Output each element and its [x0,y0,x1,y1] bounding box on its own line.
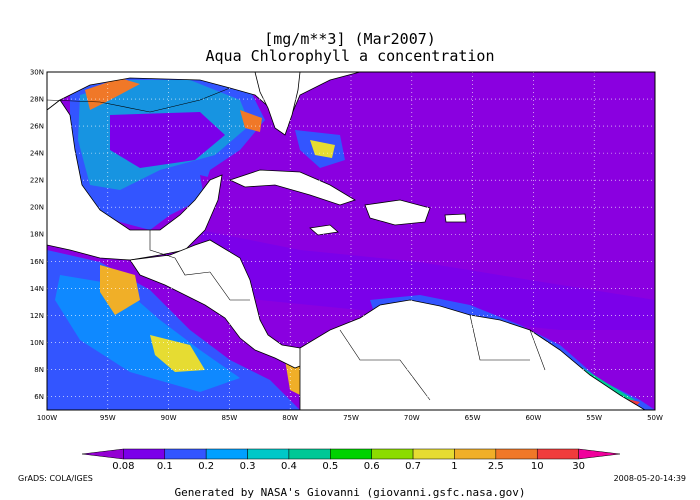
lat-label: 12N [30,312,44,320]
colorbar-label: 0.1 [157,461,173,472]
lat-label: 28N [30,96,44,104]
lon-label: 75W [343,414,359,422]
giovanni-footer: Generated by NASA's Giovanni (giovanni.g… [174,486,526,499]
lat-label: 30N [30,69,44,77]
colorbar-segment [330,448,372,460]
map-frame [46,71,656,411]
colorbar-segment [412,448,455,460]
colorbar-segment [495,448,538,460]
lat-label: 6N [34,393,44,401]
lon-label: 55W [586,414,602,422]
lat-label: 26N [30,123,44,131]
lat-label: 14N [30,285,44,293]
lon-label: 80W [282,414,298,422]
lat-label: 22N [30,177,44,185]
colorbar-segment [454,448,497,460]
lon-label: 60W [525,414,541,422]
colorbar-segment [205,448,248,460]
colorbar-label: 0.2 [198,461,214,472]
colorbar-label: 10 [531,461,544,472]
lat-label: 20N [30,204,44,212]
colorbar-label: 0.6 [364,461,380,472]
colorbar-segment [123,448,166,460]
lat-label: 10N [30,339,44,347]
colorbar-segment [578,448,621,460]
colorbar-label: 30 [572,461,585,472]
land-masses [47,72,655,410]
colorbar-label: 0.5 [322,461,338,472]
colorbar-segment [371,448,414,460]
colorbar-label: 1 [451,461,457,472]
grads-credit: GrADS: COLA/IGES [18,474,93,483]
colorbar-segment [288,448,331,460]
colorbar-segment [164,448,207,460]
colorbar-label: 0.08 [112,461,134,472]
chlorophyll-map: 30N 28N 26N 24N 22N 20N 18N 16N 14N 12N 10N 8N 6N 10… [30,69,663,423]
colorbar-segment [81,448,124,460]
colorbar-label: 0.3 [240,461,256,472]
lon-label: 50W [647,414,663,422]
lat-label: 18N [30,231,44,239]
lon-label: 95W [100,414,116,422]
colorbar-label: 0.4 [281,461,297,472]
lat-label: 8N [34,366,44,374]
lon-label: 100W [37,414,57,422]
lon-label: 70W [404,414,420,422]
colorbar-label: 0.7 [405,461,421,472]
colorbar-label: 2.5 [488,461,504,472]
colorbar-segment [536,448,579,460]
lat-label: 16N [30,258,44,266]
colorbar-segment [247,448,290,460]
map-title-units: [mg/m**3] (Mar2007) [264,30,436,48]
lon-label: 90W [161,414,177,422]
timestamp: 2008-05-20-14:39 [613,474,686,483]
lat-label: 24N [30,150,44,158]
colorbar: 0.08 0.1 0.2 0.3 0.4 0.5 0.6 0.7 1 2.5 10 30 [81,448,621,472]
map-title: Aqua Chlorophyll a concentration [205,47,495,65]
lon-label: 65W [465,414,481,422]
lon-label: 85W [221,414,237,422]
